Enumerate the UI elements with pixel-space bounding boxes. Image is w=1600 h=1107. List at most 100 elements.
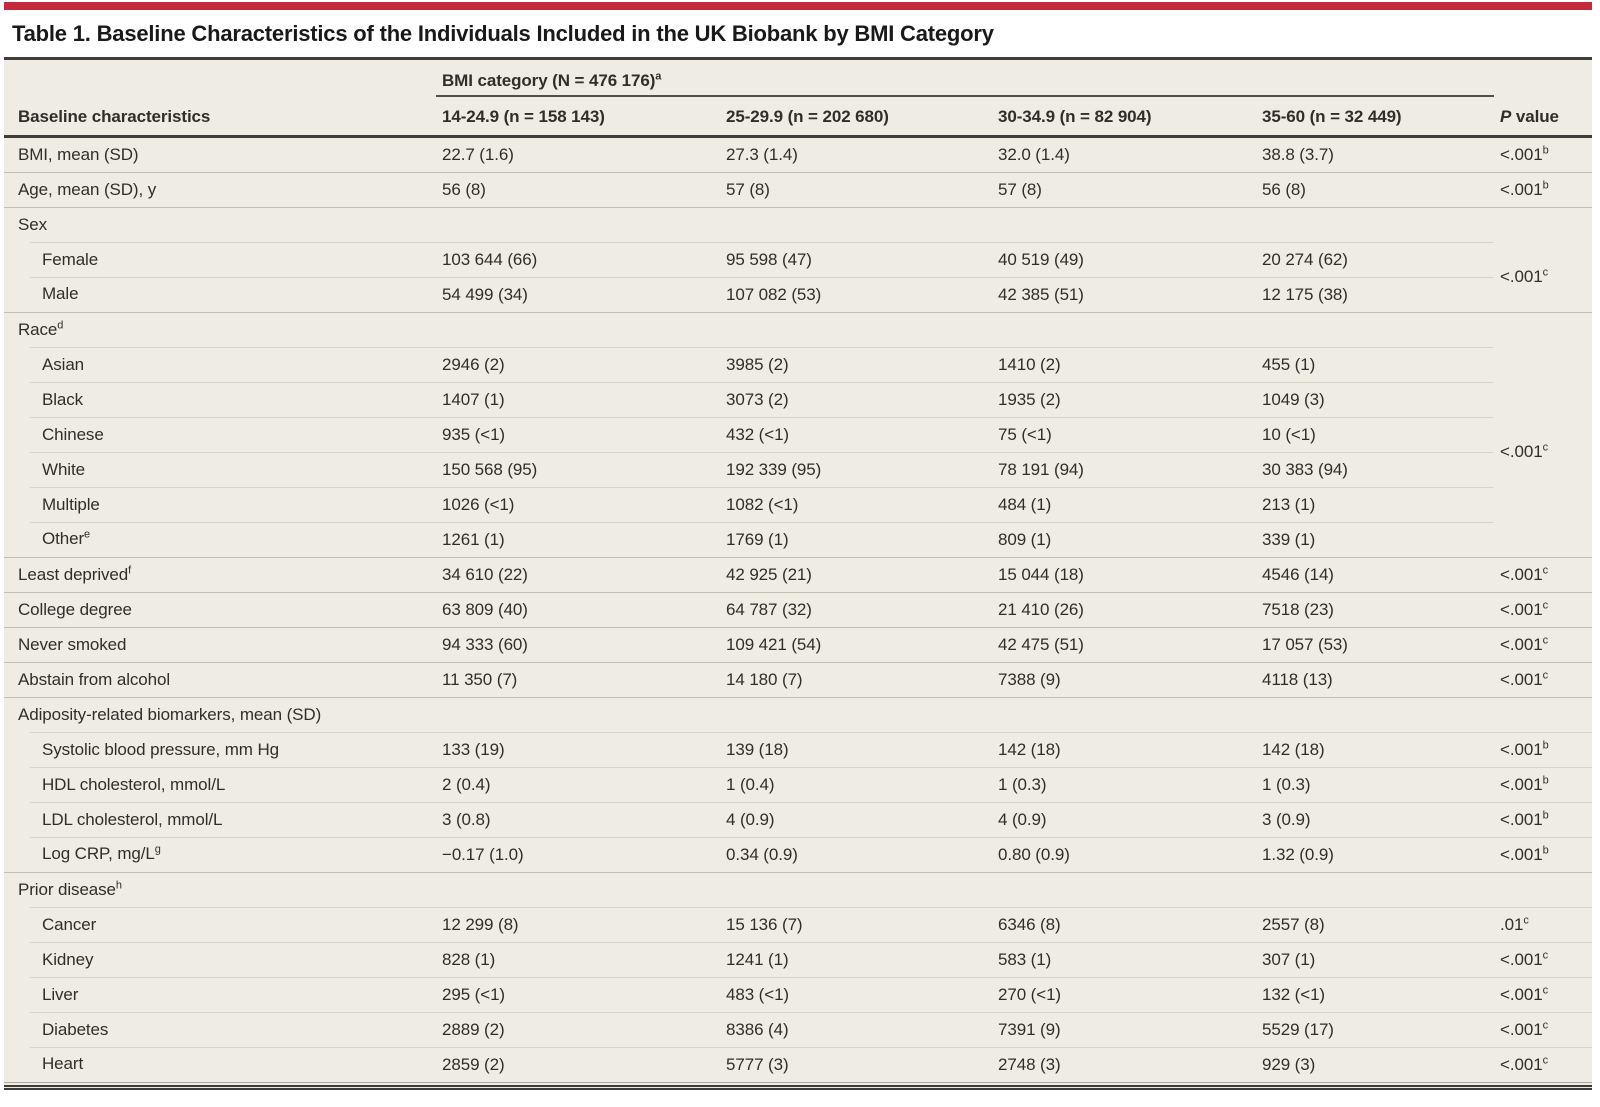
value-cell: 12 299 (8): [436, 906, 720, 942]
value-cell: 432 (<1): [720, 416, 992, 452]
value-cell: 455 (1): [1256, 346, 1495, 382]
row-label: Multiple: [4, 487, 436, 522]
footnote-marker: b: [1542, 178, 1549, 191]
value-cell: 2946 (2): [436, 346, 720, 382]
value-cell: 139 (18): [720, 731, 992, 767]
row-label: BMI, mean (SD): [18, 144, 139, 164]
value-cell: 95 598 (47): [720, 241, 992, 277]
value-cell: 142 (18): [992, 731, 1256, 767]
section-label: Sex: [4, 206, 436, 242]
value-cell: 5529 (17): [1256, 1011, 1495, 1047]
row-label: Cancer: [4, 907, 436, 942]
p-value-cell: <.001c: [1494, 626, 1593, 662]
column-header-group-3: 30-34.9 (n = 82 904): [992, 96, 1256, 138]
section-row: Prior diseaseh: [4, 871, 1593, 907]
table-row: Kidney 828 (1) 1241 (1) 583 (1) 307 (1) <.001…: [4, 941, 1593, 977]
row-label: Black: [4, 382, 436, 417]
p-value-cell: <.001b: [1494, 766, 1593, 802]
table-row: White 150 568 (95) 192 339 (95) 78 191 (94)…: [4, 451, 1592, 487]
section-label: Raced: [4, 311, 436, 347]
accent-bar: [4, 2, 1592, 10]
value-cell: 1.32 (0.9): [1256, 836, 1495, 872]
table-row: BMI, mean (SD) 22.7 (1.6) 27.3 (1.4) 32.0 (…: [4, 136, 1592, 172]
p-value-cell: <.001b: [1494, 731, 1593, 767]
footnote-marker: c: [1542, 598, 1549, 611]
row-label: Never smoked: [4, 626, 436, 662]
footnote-marker: c: [1542, 633, 1549, 646]
value-cell: 2748 (3): [992, 1046, 1256, 1082]
footnote-marker: b: [1542, 143, 1549, 156]
column-header-label: Baseline characteristics: [4, 60, 436, 138]
p-value-cell: <.001c: [1494, 591, 1593, 627]
p-value-cell: <.001c: [1494, 1046, 1593, 1082]
row-label: Heart: [4, 1047, 436, 1082]
table-row: Chinese 935 (<1) 432 (<1) 75 (<1) 10 (<1): [4, 416, 1592, 452]
value-cell: 133 (19): [436, 731, 720, 767]
footnote-marker: b: [1542, 738, 1549, 751]
value-cell: 32.0 (1.4): [998, 144, 1070, 164]
value-cell: 7388 (9): [992, 661, 1256, 697]
section-row: Sex: [4, 206, 1593, 242]
column-header-row: 14-24.9 (n = 158 143) 25-29.9 (n = 202 6…: [4, 96, 1592, 138]
footnote-marker: c: [1542, 668, 1549, 681]
column-header-group-4: 35-60 (n = 32 449): [1256, 96, 1495, 138]
footnote-marker: b: [1542, 843, 1549, 856]
value-cell: 0.34 (0.9): [720, 836, 992, 872]
value-cell: −0.17 (1.0): [436, 836, 720, 872]
section-row: Raced: [4, 311, 1593, 347]
column-header-group-2: 25-29.9 (n = 202 680): [720, 96, 992, 138]
table-row: Least deprivedf 34 610 (22) 42 925 (21) 15 …: [4, 556, 1593, 592]
row-label: Liver: [4, 977, 436, 1012]
value-cell: 583 (1): [992, 941, 1256, 977]
value-cell: 103 644 (66): [436, 241, 720, 277]
value-cell: 3985 (2): [720, 346, 992, 382]
value-cell: 6346 (8): [992, 906, 1256, 942]
value-cell: 42 475 (51): [992, 626, 1256, 662]
footnote-marker: g: [154, 843, 161, 856]
value-cell: 15 044 (18): [992, 556, 1256, 592]
value-cell: 4546 (14): [1256, 556, 1495, 592]
value-cell: 4118 (13): [1256, 661, 1495, 697]
value-cell: 3 (0.9): [1256, 801, 1495, 837]
section-label: Prior diseaseh: [4, 871, 436, 907]
value-cell: 213 (1): [1256, 486, 1495, 522]
row-label: Male: [4, 277, 436, 312]
row-label: Kidney: [4, 942, 436, 977]
table-row: Systolic blood pressure, mm Hg 133 (19) 13…: [4, 731, 1593, 767]
footnote-marker: c: [1542, 1053, 1549, 1066]
row-label: Chinese: [4, 417, 436, 452]
table-body: BMI, mean (SD) 22.7 (1.6) 27.3 (1.4) 32.0 (…: [4, 136, 1593, 1082]
table-header: Baseline characteristics BMI category (N…: [4, 60, 1593, 138]
value-cell: 1082 (<1): [720, 486, 992, 522]
column-group-spanner: BMI category (N = 476 176)a: [436, 60, 1495, 97]
row-label: LDL cholesterol, mmol/L: [4, 802, 436, 837]
footnote-marker: f: [128, 563, 132, 576]
table-row: Black 1407 (1) 3073 (2) 1935 (2) 1049 (3): [4, 381, 1592, 417]
table-row: Asian 2946 (2) 3985 (2) 1410 (2) 455 (1) <.00…: [4, 346, 1592, 461]
section-label: Adiposity-related biomarkers, mean (SD): [4, 696, 436, 732]
value-cell: 1 (0.3): [1256, 766, 1495, 802]
footnote-marker: a: [655, 70, 662, 83]
value-cell: 1769 (1): [720, 521, 992, 557]
row-label: HDL cholesterol, mmol/L: [4, 767, 436, 802]
article-table-panel: Table 1. Baseline Characteristics of the…: [4, 2, 1593, 1090]
value-cell: 2 (0.4): [436, 766, 720, 802]
table-row: Cancer 12 299 (8) 15 136 (7) 6346 (8) 2557 (…: [4, 906, 1593, 942]
table-row: Log CRP, mg/Lg −0.17 (1.0) 0.34 (0.9) 0.80 …: [4, 836, 1593, 872]
table-row: Female 103 644 (66) 95 598 (47) 40 519 (49)…: [4, 241, 1592, 286]
column-header-pvalue: P value: [1494, 60, 1593, 138]
value-cell: 109 421 (54): [720, 626, 992, 662]
p-value-cell: <.001c: [1494, 661, 1593, 697]
table-row: Multiple 1026 (<1) 1082 (<1) 484 (1) 213 (1): [4, 486, 1592, 522]
value-cell: 64 787 (32): [720, 591, 992, 627]
table-row: Male 54 499 (34) 107 082 (53) 42 385 (51) 12…: [4, 276, 1592, 312]
row-label: Abstain from alcohol: [4, 661, 436, 697]
value-cell: 21 410 (26): [992, 591, 1256, 627]
value-cell: 2859 (2): [436, 1046, 720, 1082]
row-label: Systolic blood pressure, mm Hg: [4, 732, 436, 767]
bottom-rule-gap: [4, 1082, 1592, 1085]
footnote-marker: c: [1542, 983, 1549, 996]
value-cell: 20 274 (62): [1256, 241, 1495, 277]
value-cell: 1410 (2): [992, 346, 1256, 382]
value-cell: 34 610 (22): [436, 556, 720, 592]
